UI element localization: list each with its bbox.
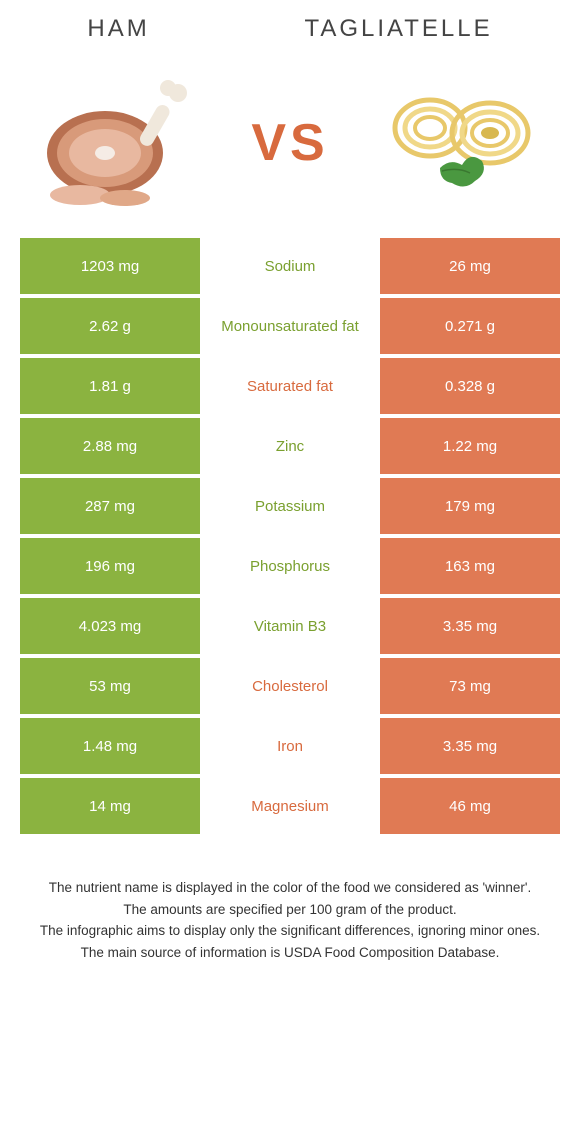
left-value-cell: 53 mg: [20, 658, 200, 714]
right-value-cell: 163 mg: [380, 538, 560, 594]
nutrient-label-cell: Sodium: [200, 238, 380, 294]
table-row: 4.023 mgVitamin B33.35 mg: [20, 598, 560, 654]
nutrient-label-cell: Zinc: [200, 418, 380, 474]
footer-line-3: The infographic aims to display only the…: [35, 921, 545, 941]
images-row: VS: [10, 63, 570, 238]
right-value-cell: 179 mg: [380, 478, 560, 534]
footer-notes: The nutrient name is displayed in the co…: [10, 838, 570, 974]
titles-row: Ham Tagliatelle: [10, 15, 570, 43]
left-food-title: Ham: [87, 15, 149, 43]
infographic-container: Ham Tagliatelle VS: [0, 0, 580, 984]
right-food-title: Tagliatelle: [304, 15, 492, 43]
nutrient-label-cell: Phosphorus: [200, 538, 380, 594]
footer-line-2: The amounts are specified per 100 gram o…: [35, 900, 545, 920]
table-row: 1203 mgSodium26 mg: [20, 238, 560, 294]
nutrient-label-cell: Vitamin B3: [200, 598, 380, 654]
nutrient-label-cell: Cholesterol: [200, 658, 380, 714]
vs-label: VS: [251, 113, 328, 173]
pasta-icon: [370, 73, 550, 213]
left-value-cell: 14 mg: [20, 778, 200, 834]
left-value-cell: 1203 mg: [20, 238, 200, 294]
right-value-cell: 0.271 g: [380, 298, 560, 354]
table-row: 2.62 gMonounsaturated fat0.271 g: [20, 298, 560, 354]
table-row: 287 mgPotassium179 mg: [20, 478, 560, 534]
left-value-cell: 2.88 mg: [20, 418, 200, 474]
pasta-image: [370, 73, 550, 213]
nutrient-table: 1203 mgSodium26 mg2.62 gMonounsaturated …: [10, 238, 570, 834]
table-row: 14 mgMagnesium46 mg: [20, 778, 560, 834]
right-value-cell: 0.328 g: [380, 358, 560, 414]
right-value-cell: 3.35 mg: [380, 718, 560, 774]
table-row: 1.81 gSaturated fat0.328 g: [20, 358, 560, 414]
left-value-cell: 2.62 g: [20, 298, 200, 354]
left-value-cell: 1.81 g: [20, 358, 200, 414]
right-value-cell: 3.35 mg: [380, 598, 560, 654]
table-row: 53 mgCholesterol73 mg: [20, 658, 560, 714]
table-row: 196 mgPhosphorus163 mg: [20, 538, 560, 594]
right-value-cell: 46 mg: [380, 778, 560, 834]
nutrient-label-cell: Monounsaturated fat: [200, 298, 380, 354]
right-value-cell: 73 mg: [380, 658, 560, 714]
left-value-cell: 287 mg: [20, 478, 200, 534]
nutrient-label-cell: Potassium: [200, 478, 380, 534]
footer-line-1: The nutrient name is displayed in the co…: [35, 878, 545, 898]
ham-icon: [30, 73, 210, 213]
table-row: 2.88 mgZinc1.22 mg: [20, 418, 560, 474]
table-row: 1.48 mgIron3.35 mg: [20, 718, 560, 774]
footer-line-4: The main source of information is USDA F…: [35, 943, 545, 963]
right-value-cell: 1.22 mg: [380, 418, 560, 474]
left-value-cell: 196 mg: [20, 538, 200, 594]
nutrient-label-cell: Saturated fat: [200, 358, 380, 414]
nutrient-label-cell: Magnesium: [200, 778, 380, 834]
nutrient-label-cell: Iron: [200, 718, 380, 774]
left-value-cell: 4.023 mg: [20, 598, 200, 654]
left-value-cell: 1.48 mg: [20, 718, 200, 774]
right-value-cell: 26 mg: [380, 238, 560, 294]
ham-image: [30, 73, 210, 213]
